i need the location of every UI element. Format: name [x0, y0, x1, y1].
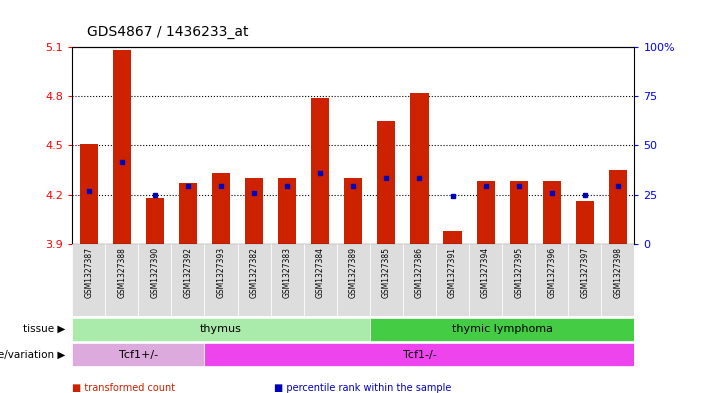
Text: GSM1327395: GSM1327395 [514, 247, 523, 298]
Bar [377, 121, 395, 244]
Bar [311, 98, 329, 244]
Text: GSM1327390: GSM1327390 [150, 247, 159, 298]
Text: GSM1327389: GSM1327389 [349, 247, 358, 298]
Bar [105, 244, 138, 316]
Bar [510, 182, 528, 244]
Text: Tcf1-/-: Tcf1-/- [402, 350, 436, 360]
Text: GSM1327384: GSM1327384 [316, 247, 324, 298]
Bar [543, 182, 561, 244]
Text: GSM1327393: GSM1327393 [216, 247, 226, 298]
Bar [502, 244, 535, 316]
Text: genotype/variation ▶: genotype/variation ▶ [0, 350, 65, 360]
Bar [601, 244, 634, 316]
Bar [205, 244, 237, 316]
Bar [344, 178, 363, 244]
Text: ■ percentile rank within the sample: ■ percentile rank within the sample [274, 383, 451, 393]
Text: GSM1327391: GSM1327391 [448, 247, 457, 298]
Text: thymus: thymus [200, 324, 242, 334]
Text: ■ transformed count: ■ transformed count [72, 383, 175, 393]
Text: GSM1327383: GSM1327383 [283, 247, 291, 298]
Bar [609, 170, 627, 244]
Text: GSM1327387: GSM1327387 [84, 247, 93, 298]
Bar [270, 244, 304, 316]
Bar [337, 244, 370, 316]
Bar [245, 178, 263, 244]
Bar [278, 178, 296, 244]
Bar [469, 244, 502, 316]
Bar [436, 244, 469, 316]
Bar [304, 244, 337, 316]
Bar [403, 244, 436, 316]
Bar [112, 50, 131, 244]
Bar [212, 173, 230, 244]
Bar [72, 343, 205, 366]
Text: Tcf1+/-: Tcf1+/- [119, 350, 158, 360]
Bar [568, 244, 601, 316]
Text: GDS4867 / 1436233_at: GDS4867 / 1436233_at [87, 25, 248, 39]
Bar [172, 244, 205, 316]
Bar [535, 244, 568, 316]
Bar [410, 93, 428, 244]
Bar [370, 244, 403, 316]
Bar [370, 318, 634, 341]
Text: GSM1327398: GSM1327398 [614, 247, 622, 298]
Text: thymic lymphoma: thymic lymphoma [451, 324, 553, 334]
Bar [79, 144, 98, 244]
Bar [72, 318, 370, 341]
Bar [443, 231, 461, 244]
Bar [72, 244, 105, 316]
Bar [179, 183, 197, 244]
Text: GSM1327394: GSM1327394 [481, 247, 490, 298]
Bar [146, 198, 164, 244]
Text: tissue ▶: tissue ▶ [22, 324, 65, 334]
Text: GSM1327385: GSM1327385 [382, 247, 391, 298]
Text: GSM1327392: GSM1327392 [183, 247, 193, 298]
Bar [477, 182, 495, 244]
Text: GSM1327397: GSM1327397 [580, 247, 589, 298]
Text: GSM1327382: GSM1327382 [249, 247, 259, 298]
Bar [576, 201, 594, 244]
Text: GSM1327388: GSM1327388 [118, 247, 126, 298]
Text: GSM1327386: GSM1327386 [415, 247, 424, 298]
Text: GSM1327396: GSM1327396 [547, 247, 557, 298]
Bar [205, 343, 634, 366]
Bar [237, 244, 270, 316]
Bar [138, 244, 172, 316]
